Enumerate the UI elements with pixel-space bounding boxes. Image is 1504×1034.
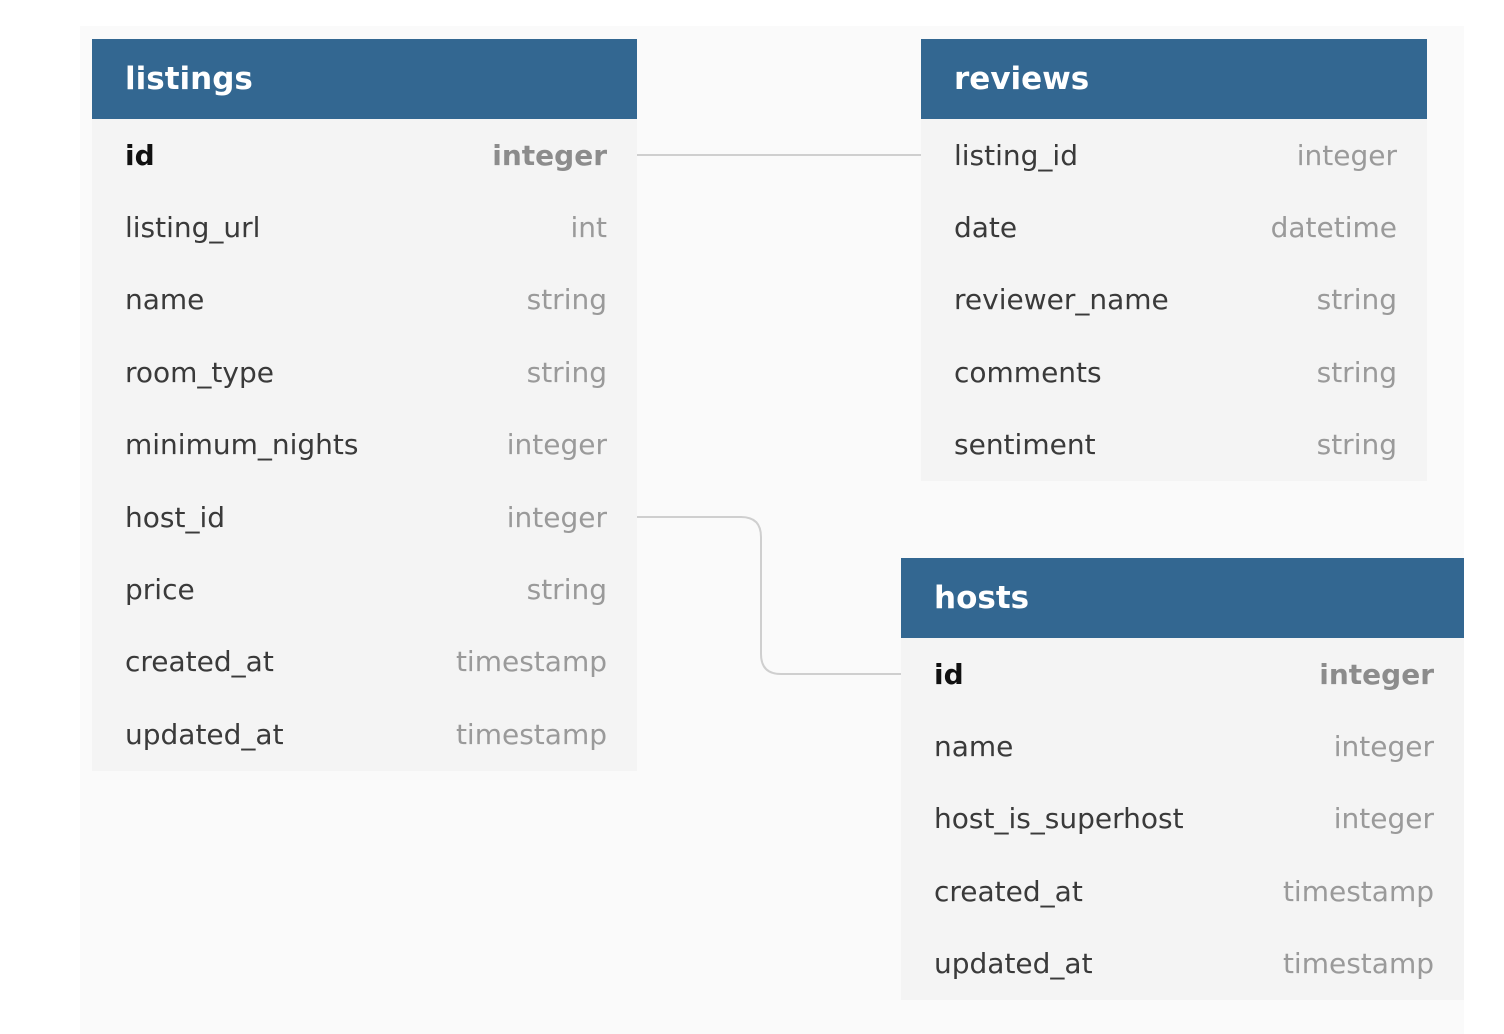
column-type: string <box>1316 283 1397 317</box>
column-name: id <box>125 138 155 172</box>
column-name: id <box>934 657 964 691</box>
column-name: name <box>125 283 205 317</box>
table-row[interactable]: id integer <box>92 119 637 191</box>
table-row[interactable]: listing_url int <box>92 191 637 263</box>
column-name: listing_id <box>954 138 1078 172</box>
table-reviews[interactable]: reviews listing_id integer date datetime… <box>921 39 1427 481</box>
table-row[interactable]: price string <box>92 553 637 625</box>
column-name: reviewer_name <box>954 283 1169 317</box>
table-hosts[interactable]: hosts id integer name integer host_is_su… <box>901 558 1464 1000</box>
table-row[interactable]: minimum_nights integer <box>92 409 637 481</box>
table-row[interactable]: created_at timestamp <box>92 626 637 698</box>
column-type: integer <box>1333 730 1434 764</box>
table-title: hosts <box>901 558 1464 638</box>
column-name: host_id <box>125 500 225 534</box>
table-row[interactable]: host_id integer <box>92 481 637 553</box>
table-title: reviews <box>921 39 1427 119</box>
table-row[interactable]: created_at timestamp <box>901 855 1464 927</box>
column-type: string <box>1316 428 1397 462</box>
column-type: integer <box>492 138 607 172</box>
table-title: listings <box>92 39 637 119</box>
table-row[interactable]: host_is_superhost integer <box>901 783 1464 855</box>
column-name: created_at <box>125 645 274 679</box>
table-row[interactable]: updated_at timestamp <box>92 698 637 770</box>
column-type: string <box>1316 355 1397 389</box>
table-row[interactable]: reviewer_name string <box>921 264 1427 336</box>
column-name: name <box>934 730 1014 764</box>
column-name: room_type <box>125 355 274 389</box>
column-type: timestamp <box>1282 874 1434 908</box>
table-listings[interactable]: listings id integer listing_url int name… <box>92 39 637 771</box>
column-name: listing_url <box>125 211 261 245</box>
column-name: minimum_nights <box>125 428 359 462</box>
column-name: updated_at <box>125 717 284 751</box>
column-name: date <box>954 211 1018 245</box>
table-row[interactable]: comments string <box>921 336 1427 408</box>
column-type: integer <box>1333 802 1434 836</box>
column-type: datetime <box>1270 211 1397 245</box>
column-type: timestamp <box>1282 947 1434 981</box>
column-type: integer <box>506 428 607 462</box>
table-row[interactable]: updated_at timestamp <box>901 928 1464 1000</box>
column-name: host_is_superhost <box>934 802 1184 836</box>
column-type: integer <box>506 500 607 534</box>
column-type: string <box>526 573 607 607</box>
table-row[interactable]: listing_id integer <box>921 119 1427 191</box>
column-name: updated_at <box>934 947 1093 981</box>
table-row[interactable]: name integer <box>901 710 1464 782</box>
table-row[interactable]: date datetime <box>921 191 1427 263</box>
table-row[interactable]: sentiment string <box>921 409 1427 481</box>
table-row[interactable]: id integer <box>901 638 1464 710</box>
column-name: price <box>125 573 195 607</box>
table-row[interactable]: room_type string <box>92 336 637 408</box>
table-row[interactable]: name string <box>92 264 637 336</box>
column-type: int <box>570 211 607 245</box>
column-type: timestamp <box>455 717 607 751</box>
column-name: created_at <box>934 874 1083 908</box>
column-type: integer <box>1296 138 1397 172</box>
column-name: sentiment <box>954 428 1096 462</box>
column-type: integer <box>1319 657 1434 691</box>
column-type: string <box>526 283 607 317</box>
column-type: string <box>526 355 607 389</box>
column-name: comments <box>954 355 1102 389</box>
column-type: timestamp <box>455 645 607 679</box>
